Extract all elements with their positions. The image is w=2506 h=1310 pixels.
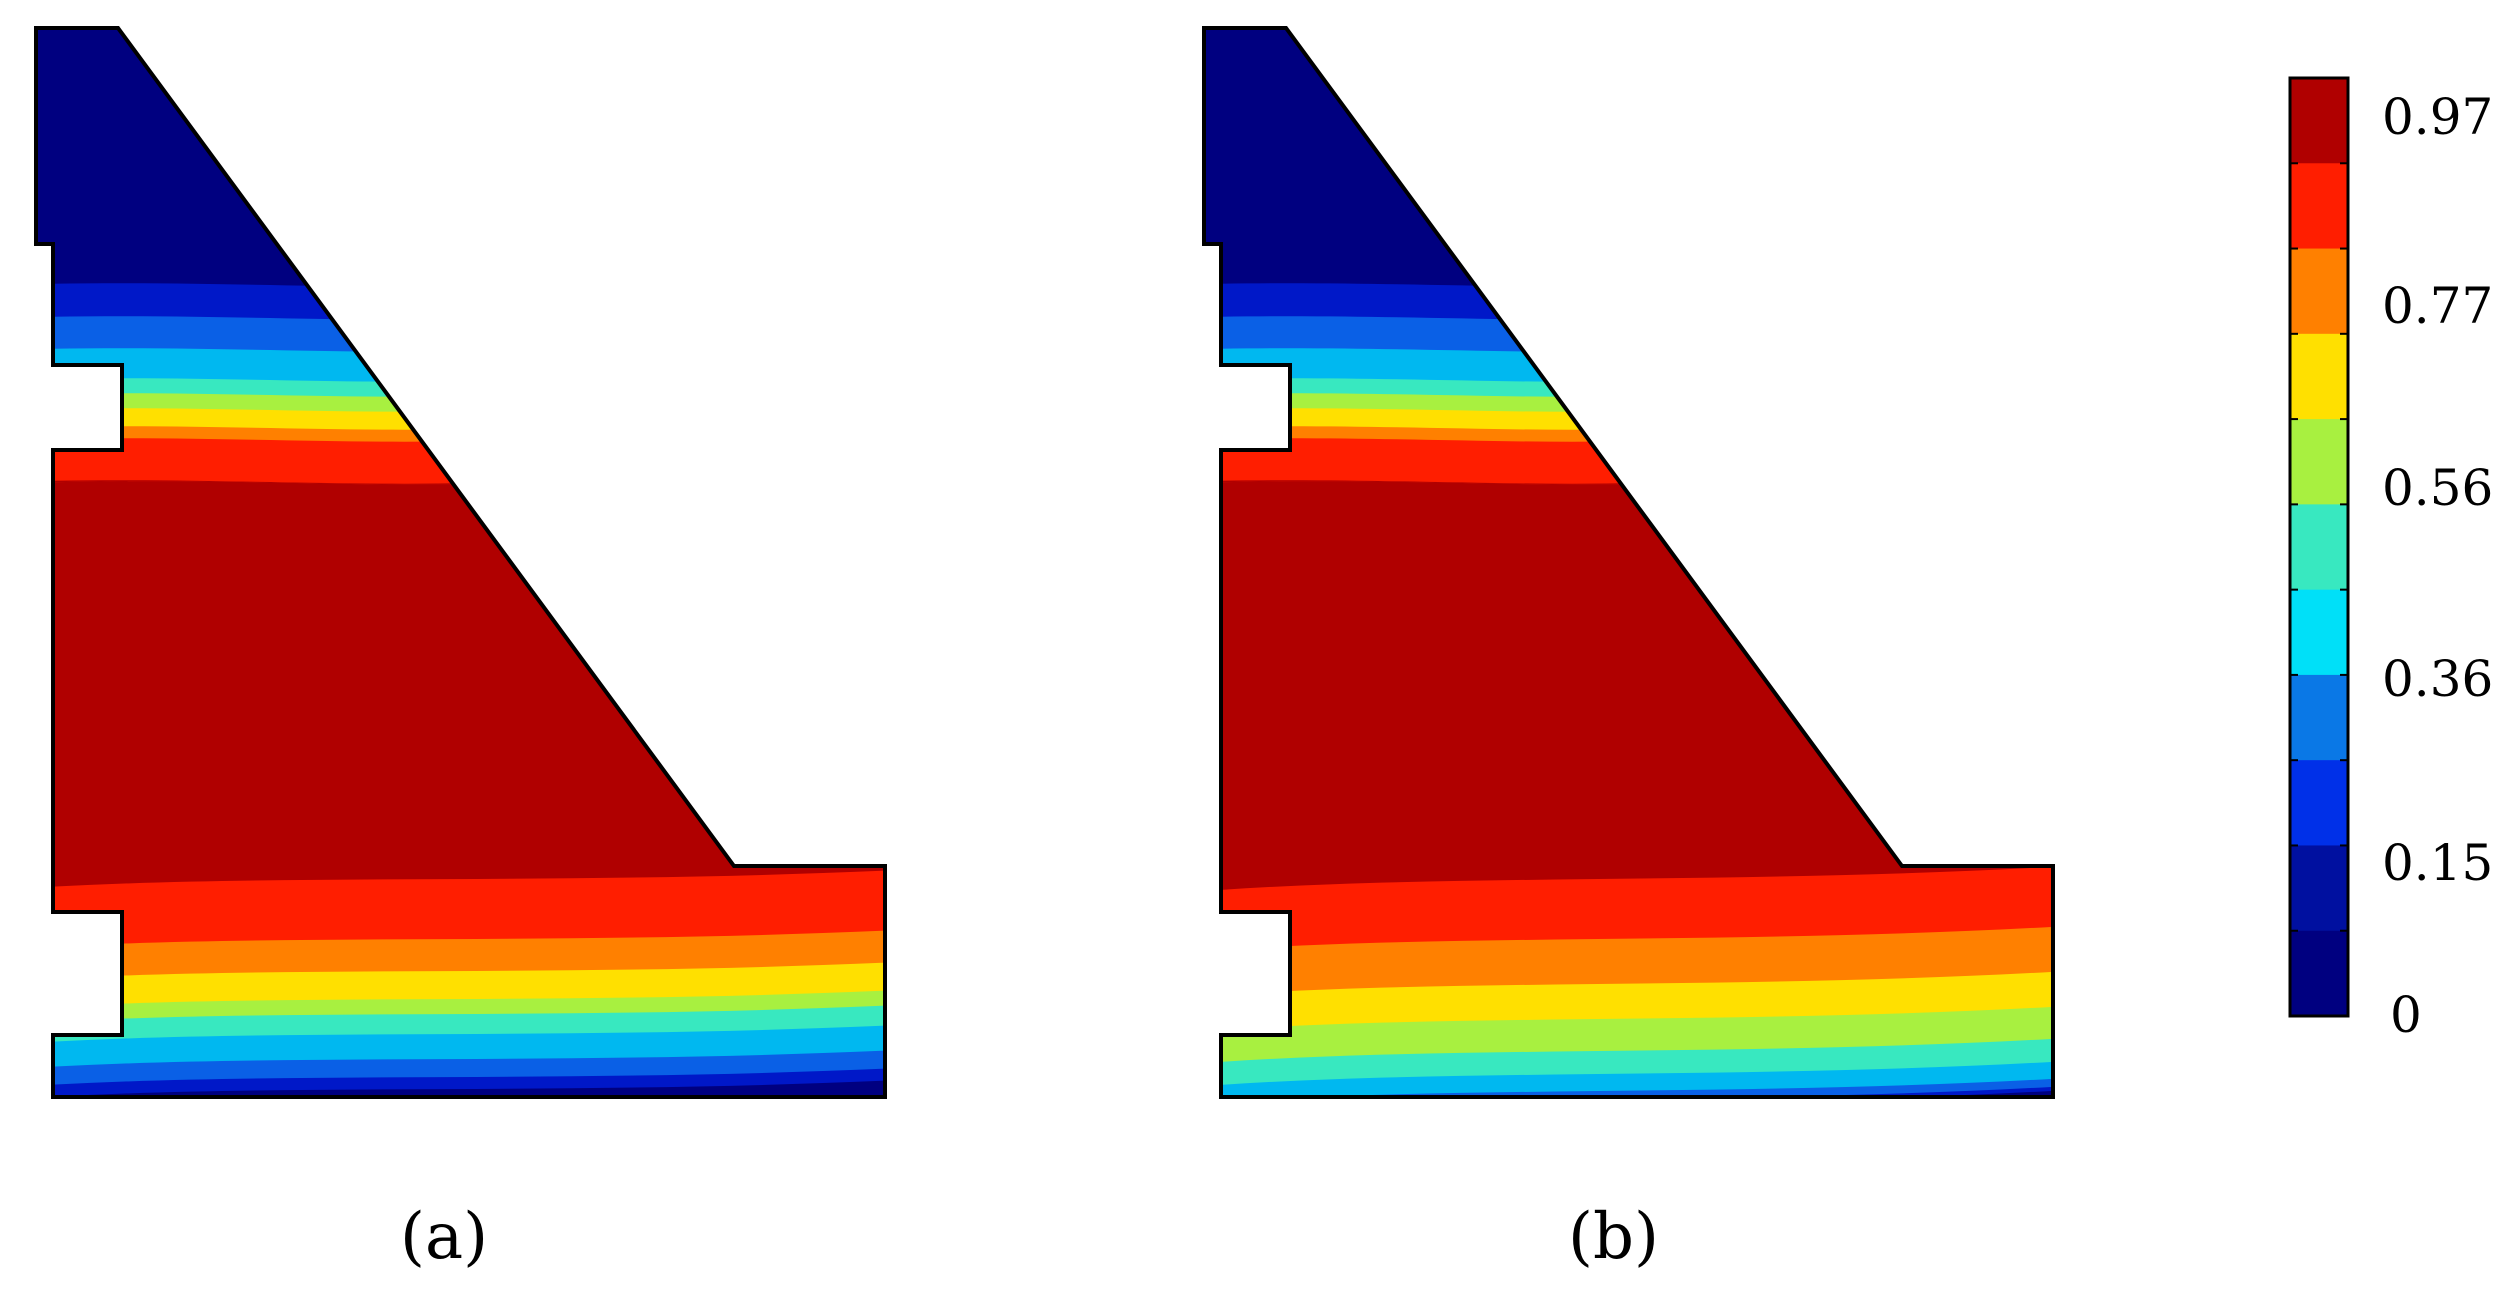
colorbar-tick-label: 0.77: [2382, 277, 2494, 335]
panel-b-contour: [1202, 26, 2055, 1099]
contour-band: [36, 1025, 885, 1072]
contour-band: [1204, 926, 2053, 1001]
contour-band: [36, 438, 500, 485]
colorbar-tick-label: 0.56: [2382, 459, 2494, 517]
contour-band: [1204, 378, 1668, 398]
contour-band: [36, 28, 500, 288]
colorbar-segment: [2290, 163, 2348, 250]
colorbar-segment: [2290, 760, 2348, 846]
contour-band: [36, 1080, 885, 1097]
contour-band: [36, 1068, 885, 1097]
contour-band: [1204, 866, 2053, 956]
panel-b-label: (b): [1568, 1200, 1659, 1274]
contour-band: [1204, 438, 1668, 485]
contour-band: [1204, 393, 1668, 413]
contour-band: [36, 283, 500, 321]
contour-band: [1204, 316, 1668, 353]
colorbar-segment: [2290, 419, 2348, 505]
contour-band: [1204, 408, 1668, 431]
contour-band: [36, 378, 500, 398]
colorbar-segment: [2290, 78, 2348, 164]
contour-band: [1204, 283, 1668, 321]
contour-band: [1204, 1078, 2053, 1097]
colorbar-tick-label: 0.97: [2382, 88, 2494, 146]
contour-band: [36, 408, 500, 431]
panel-a-label: (a): [400, 1200, 489, 1274]
colorbar-segment: [2290, 845, 2348, 932]
dam-fill-region: [1204, 28, 2053, 1097]
contour-band: [36, 316, 500, 353]
colorbar-tick-label: 0.36: [2382, 650, 2494, 708]
contour-band: [1204, 971, 2053, 1036]
colorbar-border: [2288, 76, 2350, 1018]
contour-band: [36, 480, 500, 485]
contour-band: [1204, 28, 1668, 288]
colorbar-segment: [2290, 930, 2348, 1017]
contour-band: [1204, 480, 1668, 485]
contour-band: [36, 870, 885, 952]
colorbar-segment: [2290, 248, 2348, 335]
contour-band: [1204, 1006, 2053, 1068]
contour-band: [36, 393, 500, 413]
panel-a-contour: [34, 26, 887, 1099]
dam-outline: [1202, 26, 2055, 1099]
colorbar-segment: [2290, 589, 2348, 676]
dam-outline: [34, 26, 887, 1099]
contour-band: [36, 962, 885, 1012]
colorbar: [2288, 76, 2350, 1018]
colorbar-segment: [2290, 504, 2348, 591]
colorbar-segment: [2290, 333, 2348, 420]
colorbar-tick-label: 0.15: [2382, 834, 2494, 892]
colorbar-tick-label: 0: [2390, 986, 2422, 1044]
dam-fill-region: [36, 28, 885, 1097]
colorbar-segment: [2290, 674, 2348, 761]
